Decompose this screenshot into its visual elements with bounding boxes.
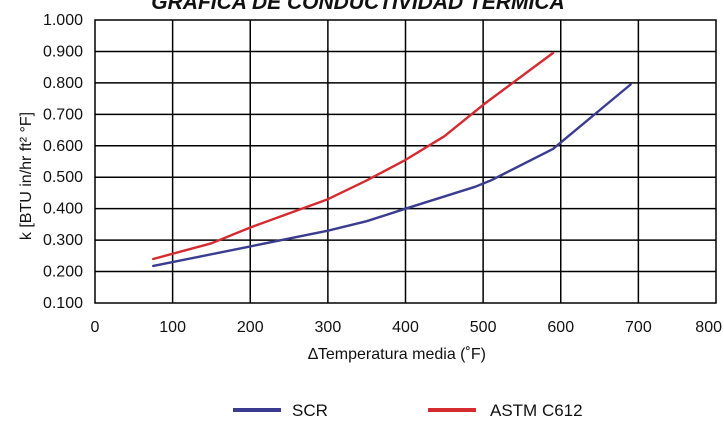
x-tick-label: 400 bbox=[392, 319, 419, 336]
y-axis-label: k [BTU in/hr ft² °F] bbox=[18, 112, 35, 240]
y-axis-ticks: 0.100 0.200 0.300 0.400 0.500 0.600 0.700 0.800… bbox=[43, 12, 83, 312]
chart-title: GRAFICA DE CONDUCTIVIDAD TÉRMICA bbox=[151, 0, 564, 14]
y-tick-label: 0.700 bbox=[43, 106, 83, 123]
y-tick-label: 0.400 bbox=[43, 201, 83, 218]
y-tick-label: 0.500 bbox=[43, 169, 83, 186]
series-line-astm-c612 bbox=[151, 51, 555, 261]
y-tick-label: 0.800 bbox=[43, 75, 83, 92]
x-tick-label: 300 bbox=[315, 319, 342, 336]
y-tick-label: 0.200 bbox=[43, 264, 83, 281]
grid-lines bbox=[95, 20, 716, 303]
x-tick-label: 600 bbox=[547, 319, 574, 336]
x-tick-label: 700 bbox=[625, 319, 652, 336]
plot-border bbox=[94, 19, 717, 304]
x-tick-label: 100 bbox=[159, 319, 186, 336]
series-lines bbox=[151, 51, 632, 268]
y-tick-label: 0.100 bbox=[43, 295, 83, 312]
y-tick-label: 1.000 bbox=[43, 12, 83, 29]
x-tick-label: 0 bbox=[91, 319, 100, 336]
y-tick-label: 0.300 bbox=[43, 232, 83, 249]
x-axis-ticks: 0 100 200 300 400 500 600 700 800 bbox=[91, 319, 723, 336]
y-tick-label: 0.600 bbox=[43, 138, 83, 155]
x-tick-label: 800 bbox=[695, 319, 722, 336]
x-tick-label: 500 bbox=[470, 319, 497, 336]
legend-label: ASTM C612 bbox=[490, 401, 583, 420]
x-axis-label: ∆Temperatura media (˚F) bbox=[308, 346, 486, 363]
y-tick-label: 0.900 bbox=[43, 43, 83, 60]
legend-label: SCR bbox=[292, 401, 328, 420]
legend: SCR ASTM C612 bbox=[233, 401, 583, 420]
x-tick-label: 200 bbox=[237, 319, 264, 336]
series-line-scr bbox=[151, 83, 632, 268]
